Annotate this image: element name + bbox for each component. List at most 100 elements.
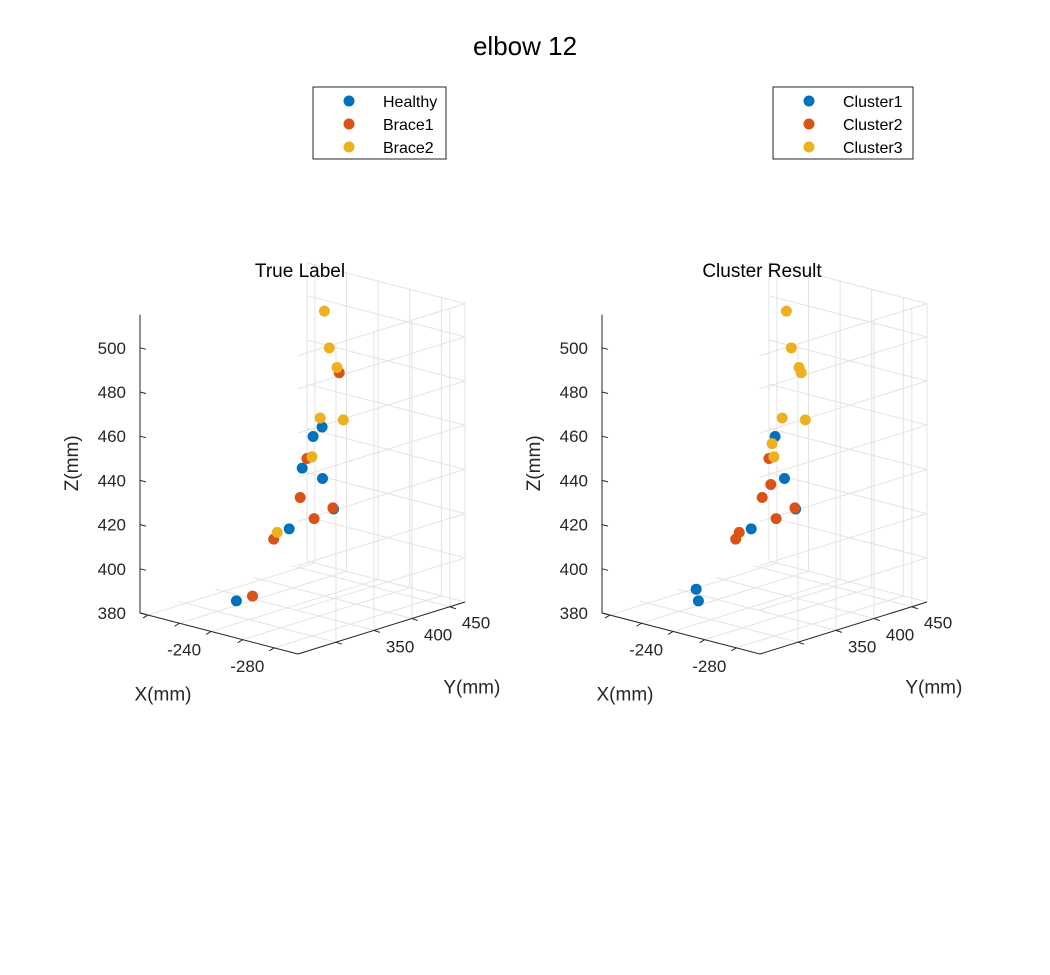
z-tick-label: 400 bbox=[98, 560, 126, 579]
data-point-brace2 bbox=[318, 305, 330, 317]
data-point-cluster3 bbox=[768, 451, 780, 463]
grid-line bbox=[306, 427, 466, 470]
grid-line bbox=[759, 336, 928, 390]
y-tick bbox=[449, 606, 456, 610]
x-tick-label: -240 bbox=[167, 640, 201, 659]
z-tick bbox=[139, 391, 147, 394]
x-axis-label: X(mm) bbox=[597, 685, 654, 706]
grid-line bbox=[210, 578, 379, 632]
legend-marker-brace2 bbox=[343, 141, 355, 153]
grid-line bbox=[768, 472, 928, 515]
data-point-brace1 bbox=[247, 590, 258, 602]
data-point-cluster3 bbox=[766, 438, 778, 450]
z-tick-label: 440 bbox=[98, 471, 126, 490]
y-tick bbox=[873, 618, 881, 622]
panel-cluster-result: 380 400 420 440 460 480 500 -280 -240 350 400 450 Z(… bbox=[524, 86, 962, 706]
z-tick bbox=[139, 435, 147, 439]
x-tick bbox=[699, 639, 705, 644]
grid-line bbox=[306, 516, 466, 559]
grid-line bbox=[753, 565, 912, 608]
data-point-cluster1 bbox=[745, 523, 757, 535]
subplot-title: True Label bbox=[255, 261, 345, 282]
y-tick-label: 350 bbox=[848, 637, 876, 656]
data-point-brace2 bbox=[271, 526, 283, 538]
grid-line bbox=[297, 468, 466, 522]
grid-line bbox=[274, 595, 442, 649]
data-point-healthy bbox=[283, 523, 295, 535]
grid-line bbox=[715, 577, 874, 620]
panel-true-label: 380 400 420 440 460 480 500 -280 -240 350 400 450 Z(… bbox=[62, 86, 500, 706]
z-tick bbox=[601, 479, 609, 483]
data-point-cluster1 bbox=[692, 595, 704, 607]
legend-label: Cluster3 bbox=[843, 140, 903, 157]
grid-line bbox=[297, 336, 466, 390]
grid-line bbox=[759, 380, 928, 434]
x-tick-label: -240 bbox=[629, 640, 663, 659]
z-tick-label: 380 bbox=[560, 604, 588, 623]
legend-marker-cluster3 bbox=[803, 141, 815, 153]
data-point-brace2 bbox=[314, 412, 326, 424]
z-tick-label: 440 bbox=[560, 471, 588, 490]
legend-marker-brace1 bbox=[343, 118, 355, 130]
data-point-cluster2 bbox=[789, 502, 801, 514]
legend: Healthy Brace1 Brace2 bbox=[312, 86, 447, 160]
grid-line bbox=[306, 383, 466, 426]
data-point-brace2 bbox=[306, 451, 318, 463]
grid-line bbox=[306, 472, 466, 515]
z-tick bbox=[601, 347, 609, 350]
grid-line bbox=[768, 560, 928, 603]
legend-label: Brace2 bbox=[383, 140, 434, 157]
grid-line bbox=[759, 424, 928, 478]
z-tick bbox=[139, 479, 147, 483]
y-axis-line bbox=[297, 601, 466, 655]
grid-line bbox=[759, 513, 928, 567]
y-axis-label: Y(mm) bbox=[443, 678, 500, 699]
z-tick bbox=[139, 568, 147, 571]
grid-line bbox=[768, 383, 928, 426]
grid-line bbox=[759, 557, 928, 611]
y-tick-label: 350 bbox=[386, 637, 414, 656]
z-tick bbox=[601, 568, 609, 571]
grid-line bbox=[672, 578, 841, 632]
data-point-healthy bbox=[317, 473, 328, 484]
legend-box bbox=[772, 86, 914, 160]
grid-line bbox=[677, 588, 837, 631]
legend-label: Healthy bbox=[383, 94, 437, 111]
z-tick-label: 400 bbox=[560, 560, 588, 579]
z-tick bbox=[139, 612, 147, 615]
z-tick bbox=[601, 524, 609, 527]
data-point-healthy bbox=[316, 421, 328, 433]
y-tick bbox=[335, 641, 343, 645]
plots-layer: 380 400 420 440 460 480 500 -280 -240 350 400 450 Z(… bbox=[62, 86, 962, 706]
x-tick-label: -280 bbox=[692, 657, 726, 676]
x-tick bbox=[205, 631, 212, 635]
x-tick bbox=[604, 614, 611, 619]
legend-label: Cluster1 bbox=[843, 94, 903, 111]
grid-line bbox=[297, 424, 466, 478]
y-tick-label: 450 bbox=[924, 614, 952, 633]
y-tick bbox=[797, 641, 805, 645]
figure-title: elbow 12 bbox=[473, 31, 577, 61]
data-point-healthy bbox=[296, 462, 308, 474]
x-axis-label: X(mm) bbox=[135, 685, 192, 706]
z-tick-label: 500 bbox=[560, 339, 588, 358]
data-point-cluster2 bbox=[765, 479, 777, 490]
legend-label: Cluster2 bbox=[843, 117, 903, 134]
z-tick bbox=[601, 612, 609, 615]
z-tick-label: 480 bbox=[98, 383, 126, 402]
data-point-healthy bbox=[230, 595, 242, 607]
data-point-cluster3 bbox=[780, 305, 792, 317]
x-tick bbox=[237, 639, 243, 644]
y-tick bbox=[835, 629, 843, 633]
data-point-cluster3 bbox=[785, 342, 797, 354]
z-tick bbox=[601, 435, 609, 439]
y-tick-label: 400 bbox=[424, 626, 452, 645]
data-point-cluster2 bbox=[756, 492, 768, 503]
z-tick-label: 500 bbox=[98, 339, 126, 358]
z-tick-label: 460 bbox=[560, 427, 588, 446]
data-point-brace1 bbox=[308, 513, 320, 525]
y-tick bbox=[411, 618, 419, 622]
box-edge bbox=[768, 262, 928, 305]
z-tick bbox=[601, 391, 609, 394]
